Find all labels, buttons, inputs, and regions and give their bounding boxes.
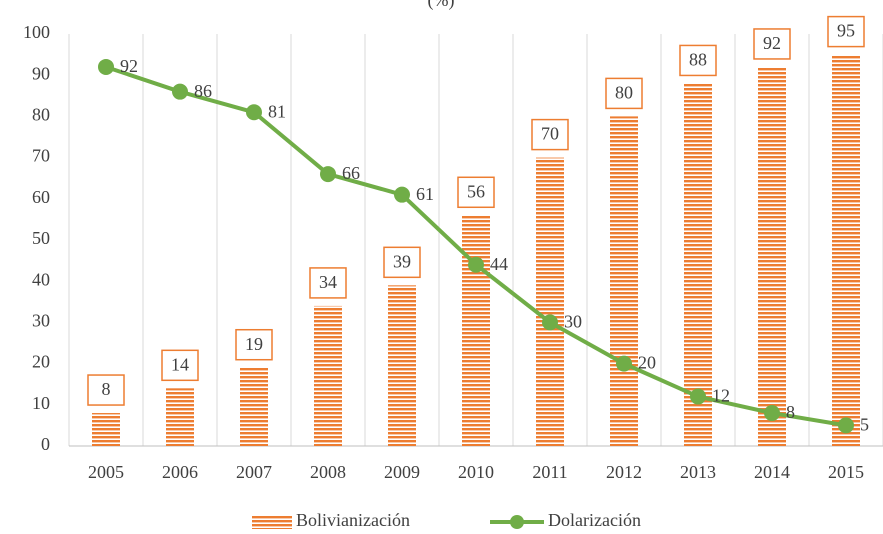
- value-label: 20: [638, 353, 656, 373]
- x-tick-label: 2007: [236, 462, 272, 482]
- y-tick-label: 100: [23, 22, 50, 42]
- value-label: 88: [689, 50, 707, 70]
- value-label: 14: [171, 354, 189, 374]
- value-label-box: [679, 44, 717, 77]
- value-label-box: [87, 374, 125, 406]
- x-tick-label: 2009: [384, 462, 420, 482]
- line-point: [764, 405, 780, 422]
- bar: [684, 83, 712, 446]
- value-label: 81: [268, 101, 286, 121]
- y-tick-label: 90: [32, 63, 50, 83]
- value-label-box: [161, 349, 199, 382]
- y-tick-label: 50: [32, 228, 50, 248]
- line-point: [616, 355, 632, 372]
- x-tick-label: 2005: [88, 462, 124, 482]
- value-label: 92: [763, 33, 781, 53]
- y-tick-label: 70: [32, 146, 50, 166]
- value-label: 5: [860, 415, 869, 435]
- value-label: 8: [102, 379, 111, 399]
- value-label-box: [383, 246, 421, 279]
- line-point: [246, 104, 262, 121]
- value-label-box: [827, 15, 865, 48]
- x-tick-label: 2006: [162, 462, 198, 482]
- value-label-box: [457, 176, 495, 209]
- x-tick-label: 2014: [754, 462, 790, 482]
- value-label: 39: [393, 251, 411, 271]
- bar: [166, 388, 194, 446]
- line-point: [838, 417, 854, 434]
- y-tick-label: 30: [32, 311, 50, 331]
- value-label: 86: [194, 81, 212, 101]
- bar: [832, 54, 860, 446]
- value-label: 95: [837, 21, 855, 41]
- value-label: 80: [615, 83, 633, 103]
- value-label: 92: [120, 56, 138, 76]
- x-tick-label: 2008: [310, 462, 346, 482]
- bar: [240, 367, 268, 446]
- value-label: 70: [541, 124, 559, 144]
- value-label: 34: [319, 272, 337, 292]
- value-label: 8: [786, 402, 795, 422]
- value-label: 30: [564, 312, 582, 332]
- bar: [536, 157, 564, 446]
- bar: [610, 116, 638, 447]
- chart-title: (%): [428, 0, 455, 11]
- legend-swatch: [252, 515, 292, 529]
- legend-swatch-marker: [510, 515, 524, 529]
- y-tick-label: 10: [32, 393, 50, 413]
- x-tick-label: 2010: [458, 462, 494, 482]
- value-label-box: [605, 77, 643, 110]
- y-tick-label: 40: [32, 269, 50, 289]
- value-label: 12: [712, 386, 730, 406]
- bar: [388, 285, 416, 446]
- value-label: 56: [467, 181, 485, 201]
- y-tick-label: 60: [32, 187, 50, 207]
- legend-label: Bolivianización: [296, 510, 410, 530]
- line-point: [468, 256, 484, 273]
- y-tick-label: 20: [32, 352, 50, 372]
- value-label-box: [753, 28, 791, 60]
- value-label-box: [531, 118, 569, 151]
- line-point: [172, 83, 188, 100]
- value-label-box: [309, 267, 347, 299]
- value-label-box: [235, 328, 273, 361]
- line-point: [320, 166, 336, 183]
- x-tick-label: 2012: [606, 462, 642, 482]
- value-label: 66: [342, 163, 360, 183]
- line-point: [690, 388, 706, 405]
- line-point: [394, 186, 410, 203]
- bar: [758, 66, 786, 447]
- line-point: [542, 314, 558, 331]
- x-tick-label: 2015: [828, 462, 864, 482]
- x-tick-label: 2011: [532, 462, 567, 482]
- y-tick-label: 80: [32, 105, 50, 125]
- legend-label: Dolarización: [548, 510, 641, 530]
- line-point: [98, 58, 114, 75]
- value-label: 61: [416, 184, 434, 204]
- value-label: 44: [490, 254, 508, 274]
- bar: [314, 305, 342, 446]
- bar: [92, 413, 120, 446]
- x-tick-label: 2013: [680, 462, 716, 482]
- bar: [462, 215, 490, 446]
- y-tick-label: 0: [41, 434, 50, 454]
- value-label: 19: [245, 334, 263, 354]
